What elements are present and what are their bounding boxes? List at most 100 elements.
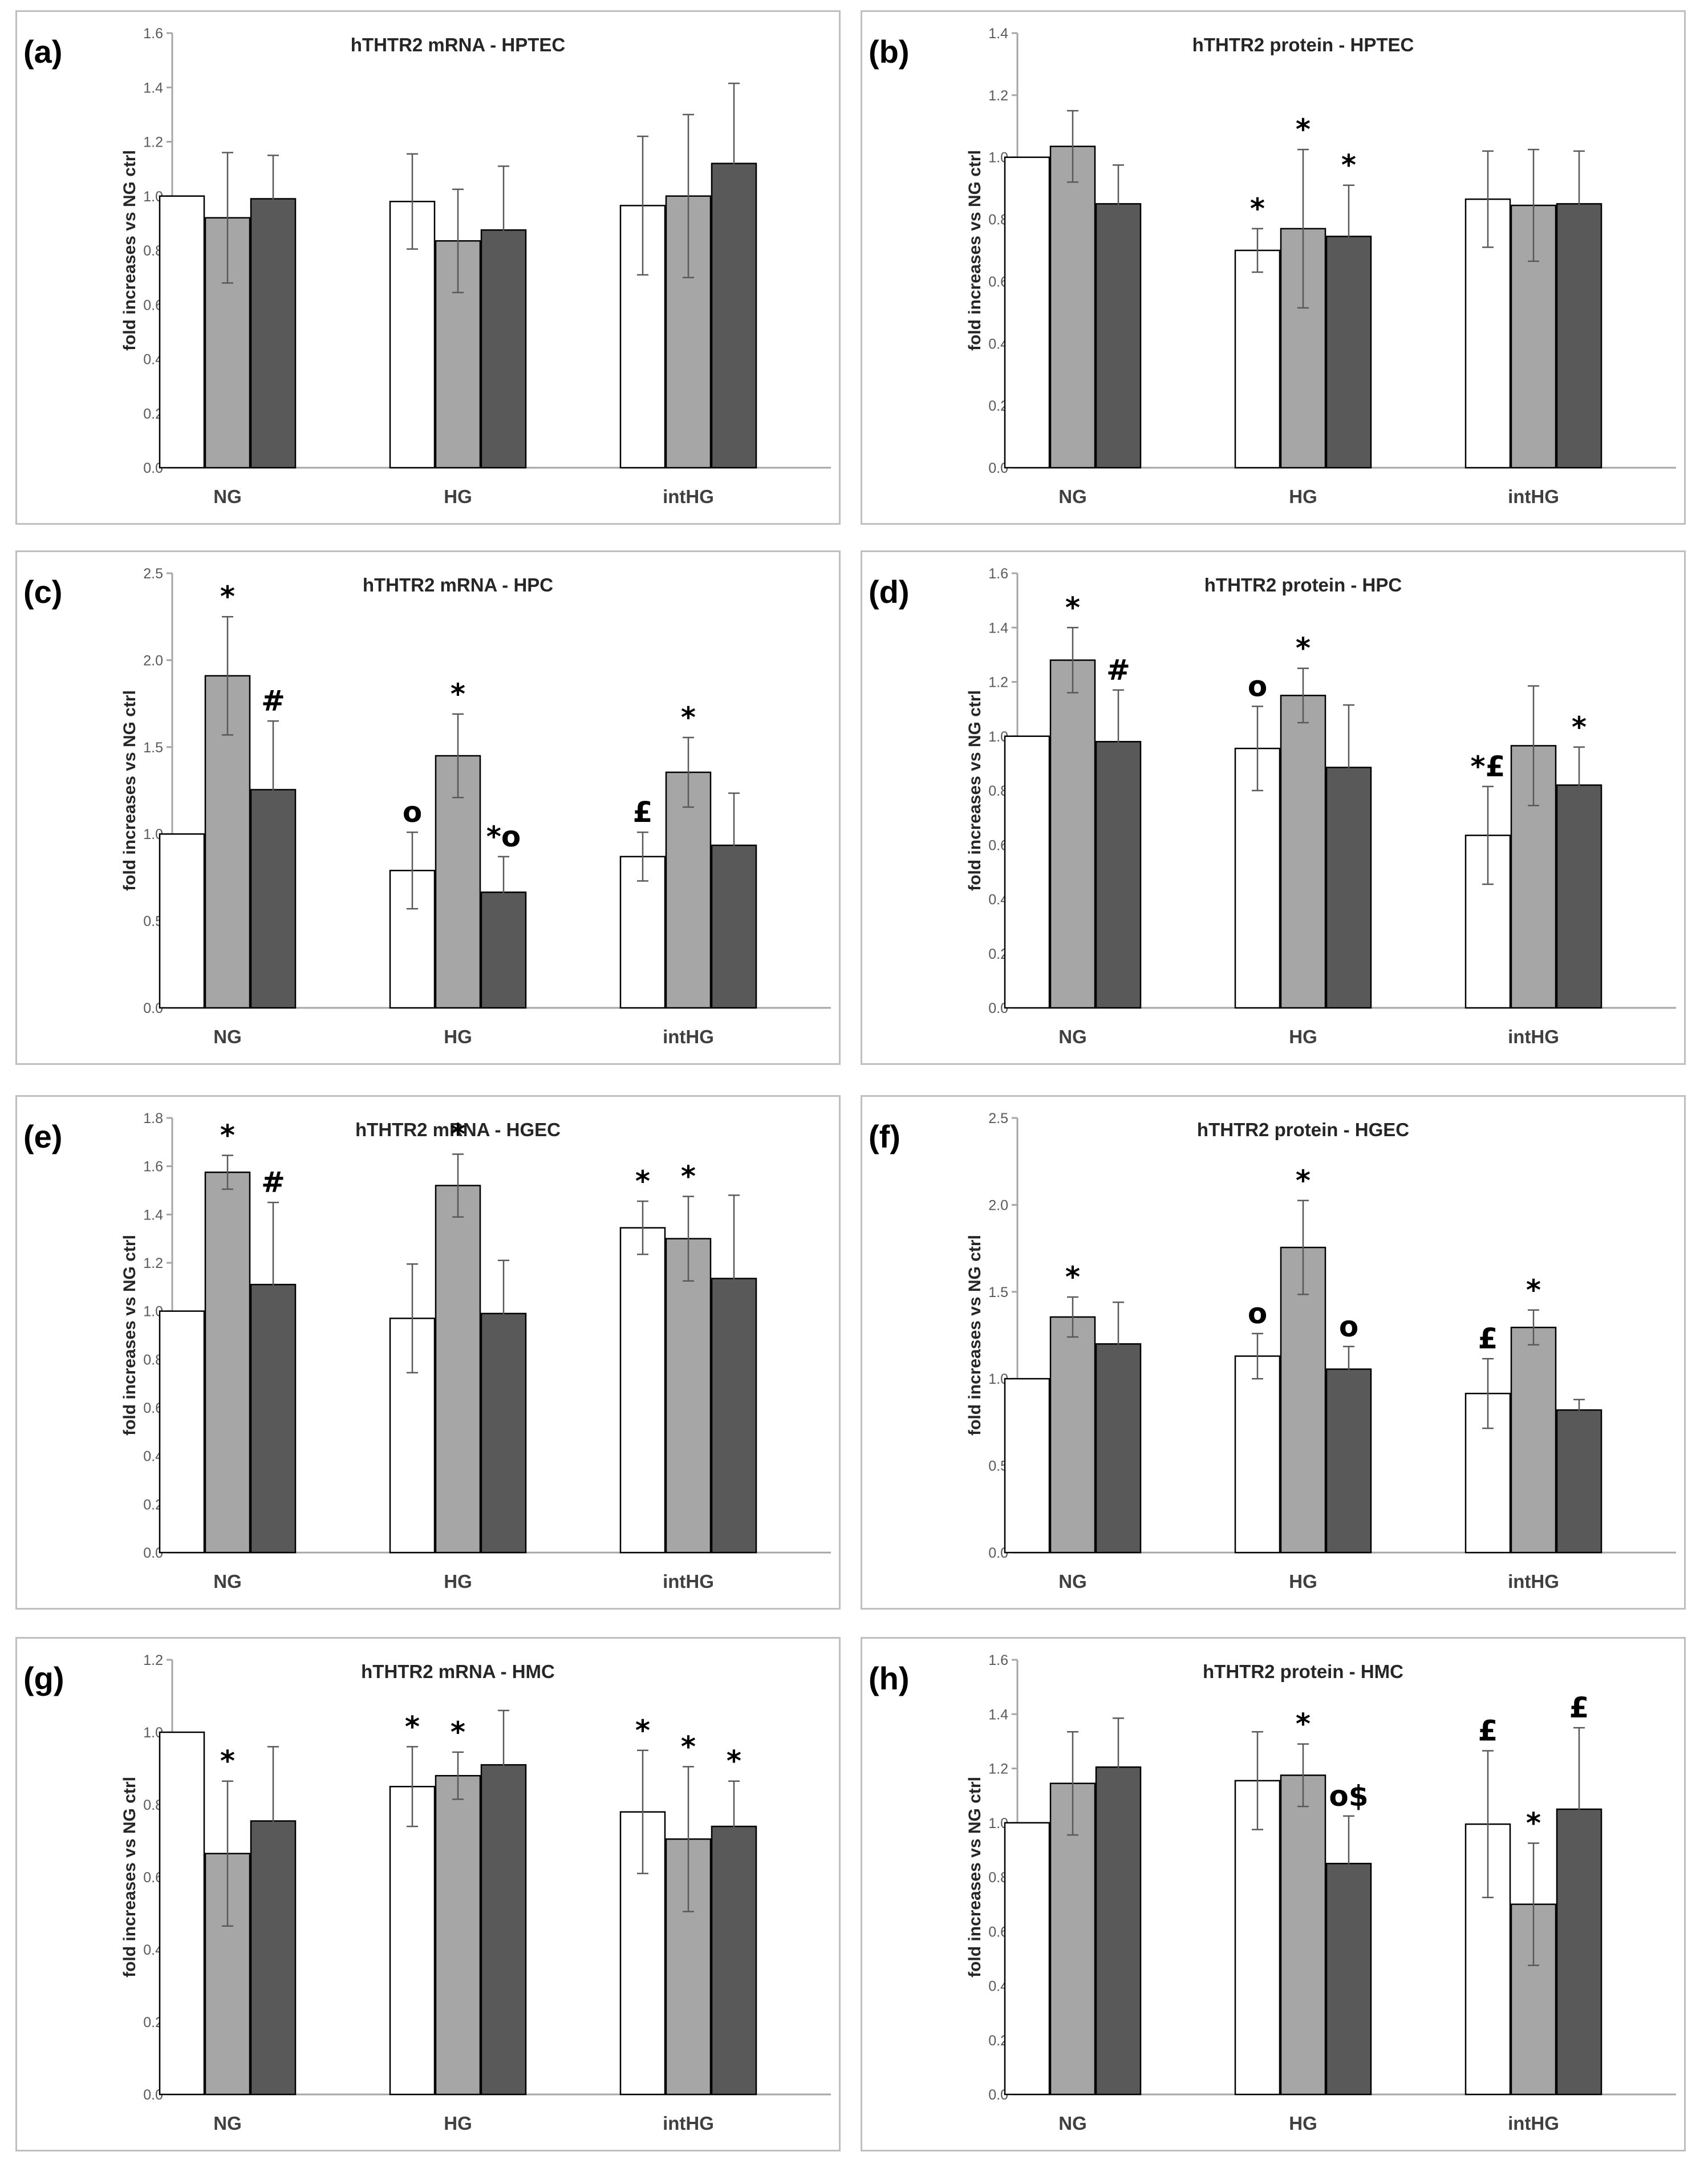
chart-panel-d: 0.0 0.2 0.4 0.6 0.8 1.0 1.2 1.4 1.6 fold increase… <box>861 550 1686 1065</box>
bar <box>435 1774 481 2096</box>
bar <box>619 1227 666 1554</box>
chart-title: hTHTR2 protein - HPTEC <box>1192 34 1414 55</box>
error-bar <box>728 792 740 898</box>
error-bar <box>1482 150 1494 248</box>
error-bar <box>683 736 694 808</box>
bar <box>250 1820 297 2096</box>
bar <box>1510 1327 1557 1554</box>
y-tick-label: 2.0 <box>143 653 163 668</box>
error-bar <box>1252 1731 1263 1830</box>
y-axis-label: fold increases vs NG ctrl <box>965 1235 984 1436</box>
y-tick-label: 1.4 <box>988 1707 1008 1723</box>
error-bar <box>1528 148 1539 262</box>
significance-marker: £ <box>1478 1322 1498 1355</box>
y-tick-label: 1.6 <box>143 1159 163 1175</box>
error-bar <box>1252 706 1263 792</box>
y-axis-label: fold increases vs NG ctrl <box>120 1235 139 1436</box>
y-tick-label: 1.6 <box>143 26 163 42</box>
panel-label: (g) <box>23 1660 64 1696</box>
error-bar <box>407 1746 418 1827</box>
bar <box>1280 1774 1326 2096</box>
chart-title: hTHTR2 protein - HPC <box>1204 574 1402 595</box>
error-bar <box>1297 1743 1309 1808</box>
category-label: NG <box>1058 1026 1087 1047</box>
chart-panel-h: 0.0 0.2 0.4 0.6 0.8 1.0 1.2 1.4 1.6 fold increase… <box>861 1637 1686 2151</box>
y-tick-label: 1.2 <box>143 1255 163 1271</box>
error-bar <box>1297 1200 1309 1295</box>
error-bar <box>1343 184 1354 289</box>
error-bar <box>498 165 509 295</box>
error-bar <box>1573 746 1585 824</box>
category-label: HG <box>444 1026 472 1047</box>
error-bar <box>637 831 648 882</box>
error-bar <box>222 615 233 736</box>
significance-marker: * <box>1296 1164 1311 1197</box>
significance-marker: * <box>1296 632 1311 665</box>
error-bar <box>1482 1750 1494 1898</box>
significance-marker: * <box>1250 192 1265 225</box>
category-label: HG <box>444 486 472 507</box>
chart-panel-a: 0.0 0.2 0.4 0.6 0.8 1.0 1.2 1.4 1.6 fold increase… <box>15 10 841 525</box>
category-label: intHG <box>663 1026 714 1047</box>
y-axis-label: fold increases vs NG ctrl <box>965 690 984 891</box>
significance-marker: £ <box>1478 1715 1498 1748</box>
error-bar <box>1573 1399 1585 1421</box>
y-tick-label: 1.2 <box>143 135 163 151</box>
significance-marker: £ <box>633 796 653 829</box>
error-bar <box>1528 1309 1539 1346</box>
panel-label: (a) <box>23 34 62 70</box>
significance-marker: o <box>1248 670 1267 703</box>
error-bar <box>1113 1717 1124 1817</box>
error-bar <box>222 1780 233 1927</box>
y-tick-label: 1.4 <box>143 1207 163 1223</box>
bar <box>1325 1368 1372 1554</box>
chart-title: hTHTR2 mRNA - HPC <box>363 574 553 595</box>
bar <box>1049 1316 1096 1554</box>
category-label: NG <box>1058 2113 1087 2134</box>
chart-panel-g: 0.0 0.2 0.4 0.6 0.8 1.0 1.2 fold increases vs N… <box>15 1637 841 2151</box>
error-bar <box>1113 1301 1124 1387</box>
category-label: HG <box>444 2113 472 2134</box>
chart-panel-f: 0.0 0.5 1.0 1.5 2.0 2.5 fold increases vs NG c… <box>861 1095 1686 1610</box>
error-bar <box>1528 685 1539 807</box>
error-bar <box>452 1153 464 1218</box>
category-label: NG <box>213 1026 242 1047</box>
bar <box>159 833 205 1009</box>
error-bar <box>267 155 279 243</box>
category-label: NG <box>213 2113 242 2134</box>
error-bar <box>1067 627 1078 694</box>
y-axis-label: fold increases vs NG ctrl <box>120 690 139 891</box>
bar <box>1234 249 1281 469</box>
y-tick-label: 1.2 <box>143 1652 163 1668</box>
category-label: NG <box>213 1571 242 1592</box>
y-tick-label: 1.5 <box>988 1284 1008 1300</box>
chart-title: hTHTR2 protein - HMC <box>1203 1661 1403 1682</box>
bar <box>1004 156 1050 469</box>
category-label: NG <box>1058 1571 1087 1592</box>
bar <box>1280 695 1326 1009</box>
y-tick-label: 2.5 <box>143 566 163 582</box>
error-bar <box>1343 1815 1354 1912</box>
bar <box>159 195 205 469</box>
significance-marker: £ <box>1569 1691 1589 1724</box>
error-bar <box>267 1746 279 1896</box>
category-label: intHG <box>1508 1026 1559 1047</box>
y-tick-label: 1.6 <box>988 566 1008 582</box>
y-tick-label: 1.8 <box>143 1111 163 1126</box>
significance-marker: * <box>1065 591 1080 624</box>
error-bar <box>407 1263 418 1373</box>
significance-marker: * <box>681 1160 696 1193</box>
bar <box>665 1838 712 2096</box>
bar <box>1004 1822 1050 2096</box>
y-tick-label: 1.5 <box>143 740 163 756</box>
category-label: intHG <box>1508 486 1559 507</box>
bar <box>665 1238 712 1554</box>
bar <box>1556 1409 1602 1554</box>
y-tick-label: 2.5 <box>988 1111 1008 1126</box>
y-tick-label: 1.2 <box>988 1761 1008 1777</box>
